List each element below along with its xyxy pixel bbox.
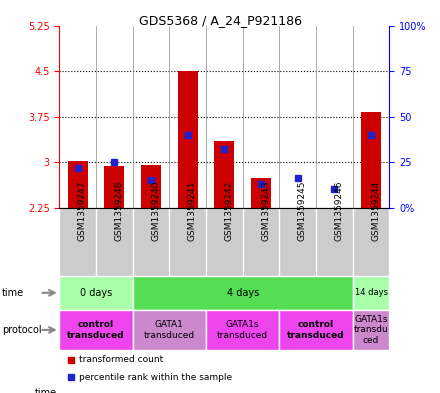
Text: GSM1359240: GSM1359240 — [151, 181, 160, 241]
Text: time: time — [35, 388, 57, 393]
Text: control
transduced: control transduced — [287, 320, 345, 340]
Bar — [104, 166, 125, 208]
Text: GATA1s
transdu
ced: GATA1s transdu ced — [354, 315, 389, 345]
Text: GSM1359248: GSM1359248 — [114, 181, 123, 241]
Text: protocol: protocol — [2, 325, 42, 335]
Text: GSM1359242: GSM1359242 — [224, 181, 233, 241]
Bar — [206, 310, 279, 350]
Text: GSM1359241: GSM1359241 — [188, 181, 197, 241]
Text: 0 days: 0 days — [80, 288, 112, 298]
Bar — [214, 141, 235, 208]
Text: control
transduced: control transduced — [67, 320, 125, 340]
Bar — [353, 276, 389, 310]
Text: GSM1359245: GSM1359245 — [298, 181, 307, 241]
Text: GDS5368 / A_24_P921186: GDS5368 / A_24_P921186 — [139, 14, 301, 27]
Bar — [133, 276, 353, 310]
Bar — [68, 161, 88, 208]
Text: percentile rank within the sample: percentile rank within the sample — [79, 373, 232, 382]
Text: GATA1s
transduced: GATA1s transduced — [217, 320, 268, 340]
Bar — [133, 310, 206, 350]
Text: GSM1359247: GSM1359247 — [78, 181, 87, 241]
Text: GSM1359243: GSM1359243 — [261, 181, 270, 241]
Bar — [59, 310, 133, 350]
Bar — [279, 310, 353, 350]
Text: 14 days: 14 days — [355, 288, 388, 298]
Text: GSM1359246: GSM1359246 — [334, 181, 343, 241]
Bar — [353, 310, 389, 350]
Text: GATA1
transduced: GATA1 transduced — [144, 320, 195, 340]
Bar — [141, 165, 161, 208]
Bar — [59, 276, 133, 310]
Bar — [361, 112, 381, 208]
Text: time: time — [2, 288, 24, 298]
Text: transformed count: transformed count — [79, 355, 163, 364]
Bar — [251, 178, 271, 208]
Text: GSM1359244: GSM1359244 — [371, 181, 380, 241]
Text: 4 days: 4 days — [227, 288, 259, 298]
Bar — [178, 71, 198, 208]
